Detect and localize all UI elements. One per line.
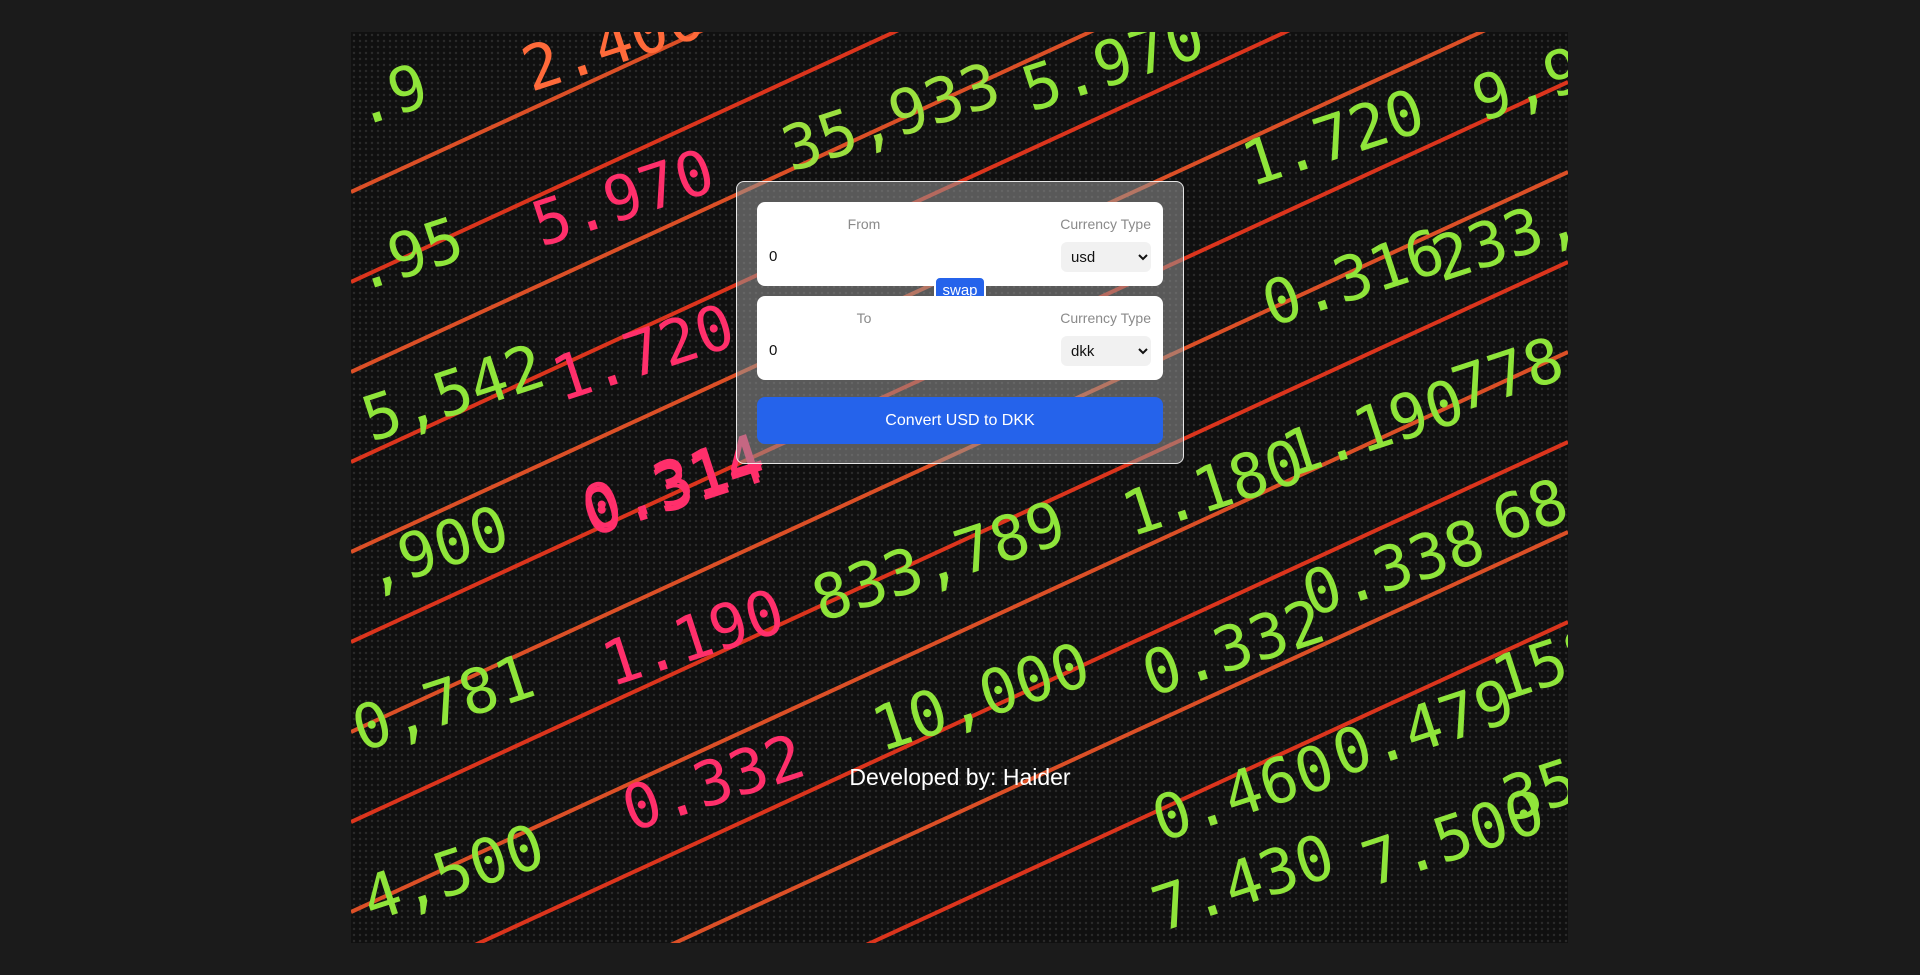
to-amount-input[interactable] [769, 338, 1009, 362]
from-label: From [847, 216, 881, 232]
ticker-line [474, 440, 1568, 943]
ticker-line [865, 620, 1568, 943]
from-currency-type-label: Currency Type [1060, 216, 1151, 232]
from-box: From Currency Type usd [757, 202, 1163, 286]
ticker-line [351, 350, 1568, 914]
to-currency-type-label: Currency Type [1060, 310, 1151, 326]
convert-button[interactable]: Convert USD to DKK [757, 397, 1163, 444]
from-currency-select[interactable]: usd [1061, 242, 1151, 272]
to-box: To Currency Type dkk [757, 296, 1163, 380]
ticker-line [351, 32, 1095, 374]
ticker-line [351, 32, 900, 284]
from-amount-input[interactable] [769, 244, 1009, 268]
converter-card: From Currency Type usd swap To Currency … [736, 181, 1184, 464]
ticker-line [351, 32, 704, 194]
ticker-line [351, 260, 1568, 824]
stock-board-background: 5.970 35,933 2.400 9,996 1.720 233,16 0.316 0.3… [351, 32, 1568, 943]
to-label: To [856, 310, 872, 326]
developer-credit: Developed by: Haider [849, 764, 1071, 790]
ticker-line [670, 530, 1568, 943]
to-currency-select[interactable]: dkk [1061, 336, 1151, 366]
